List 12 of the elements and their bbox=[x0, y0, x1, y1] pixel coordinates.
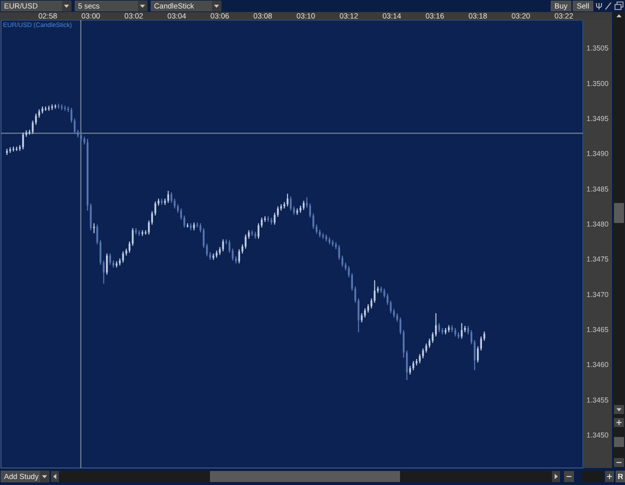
slider-thumb[interactable] bbox=[614, 437, 624, 447]
input-field[interactable] bbox=[582, 471, 604, 482]
scroll-down-button[interactable] bbox=[614, 405, 624, 414]
scrollbar[interactable] bbox=[60, 471, 552, 482]
scroll-left-button[interactable] bbox=[51, 471, 59, 482]
scroll-right-button[interactable] bbox=[552, 471, 560, 482]
plus-button[interactable] bbox=[605, 471, 614, 482]
minus-button[interactable] bbox=[564, 471, 574, 482]
plus-button[interactable] bbox=[614, 418, 624, 427]
scrollbar-thumb[interactable] bbox=[614, 203, 624, 223]
candlestick bbox=[16, 146, 18, 151]
minus-button[interactable] bbox=[614, 458, 624, 467]
